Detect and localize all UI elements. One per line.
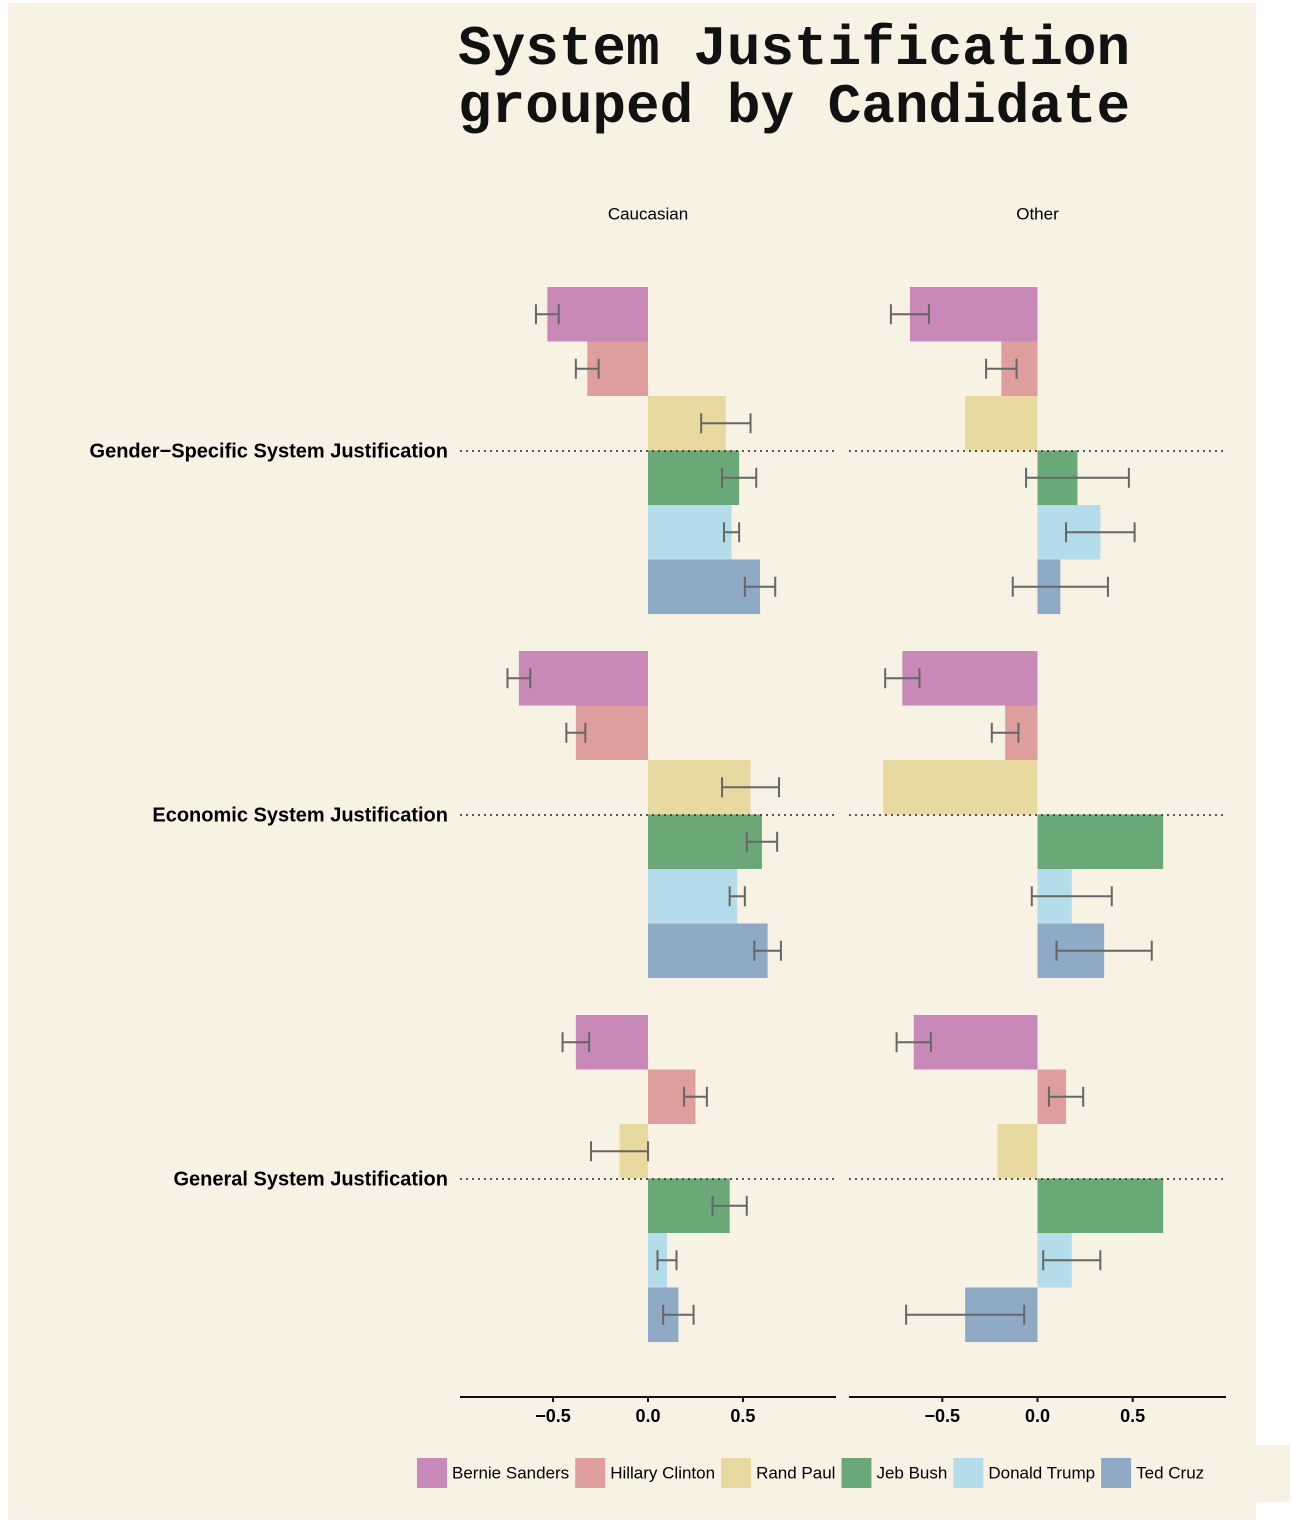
category-label: General System Justification	[173, 1168, 448, 1190]
error-bar	[1047, 1086, 1085, 1107]
bar	[965, 396, 1038, 451]
error-bar	[1055, 940, 1153, 961]
error-bar	[721, 777, 781, 798]
legend-label: Hillary Clinton	[610, 1463, 715, 1482]
x-tick-label: −0.5	[925, 1406, 961, 1426]
error-bar	[985, 358, 1018, 379]
error-bar	[753, 940, 782, 961]
x-tick-label: 0.5	[730, 1406, 755, 1426]
legend-swatch	[841, 1458, 872, 1488]
error-bar	[1025, 467, 1130, 488]
bar	[648, 869, 738, 924]
x-tick-label: −0.5	[535, 1406, 571, 1426]
facet-label: Caucasian	[608, 204, 688, 223]
x-tick-label: 0.0	[635, 1406, 660, 1426]
error-bar	[728, 886, 746, 907]
bar	[648, 923, 768, 978]
legend-label: Rand Paul	[756, 1463, 835, 1482]
bar	[575, 705, 648, 760]
legend-label: Donald Trump	[988, 1463, 1095, 1482]
error-bar	[590, 1141, 649, 1162]
x-tick-label: 0.5	[1120, 1406, 1145, 1426]
error-bar	[905, 1304, 1026, 1325]
legend-swatch	[1101, 1458, 1132, 1488]
bar	[902, 651, 1038, 706]
bar	[1037, 1178, 1164, 1233]
category-label: Economic System Justification	[152, 804, 448, 826]
error-bar	[506, 668, 532, 689]
bar	[547, 287, 648, 342]
facet-label: Other	[1016, 204, 1059, 223]
error-bar	[656, 1250, 678, 1271]
legend-swatch	[575, 1458, 606, 1488]
bar	[913, 1015, 1038, 1070]
legend-swatch	[721, 1458, 752, 1488]
chart-title: System Justification grouped by Candidat…	[458, 17, 1131, 139]
error-bar	[895, 1032, 932, 1053]
bar	[648, 505, 732, 560]
error-bar	[1065, 522, 1136, 543]
error-bar	[700, 413, 752, 434]
error-bar	[990, 722, 1020, 743]
error-bar	[565, 722, 587, 743]
bar	[997, 1124, 1038, 1179]
error-bar	[722, 522, 741, 543]
bar	[1037, 814, 1164, 869]
error-bar	[683, 1086, 708, 1107]
bar	[909, 287, 1038, 342]
legend-swatch	[417, 1458, 447, 1488]
error-bar	[574, 358, 600, 379]
error-bar	[889, 304, 930, 325]
legend-label: Bernie Sanders	[452, 1463, 569, 1482]
legend-swatch	[953, 1458, 984, 1488]
error-bar	[721, 467, 758, 488]
bar	[518, 651, 648, 706]
error-bar	[743, 576, 777, 597]
error-bar	[1011, 576, 1109, 597]
legend-label: Jeb Bush	[876, 1463, 947, 1482]
bar	[648, 814, 762, 869]
category-label: Gender−Specific System Justification	[90, 440, 448, 462]
error-bar	[1030, 886, 1113, 907]
error-bar	[884, 668, 921, 689]
background	[8, 3, 1256, 1520]
error-bar	[662, 1304, 695, 1325]
error-bar	[745, 831, 779, 852]
bar	[648, 559, 761, 614]
error-bar	[534, 304, 560, 325]
error-bar	[1042, 1250, 1102, 1271]
x-tick-label: 0.0	[1025, 1406, 1050, 1426]
error-bar	[561, 1032, 591, 1053]
error-bar	[711, 1195, 748, 1216]
bar	[883, 760, 1038, 815]
legend-label: Ted Cruz	[1136, 1463, 1204, 1482]
